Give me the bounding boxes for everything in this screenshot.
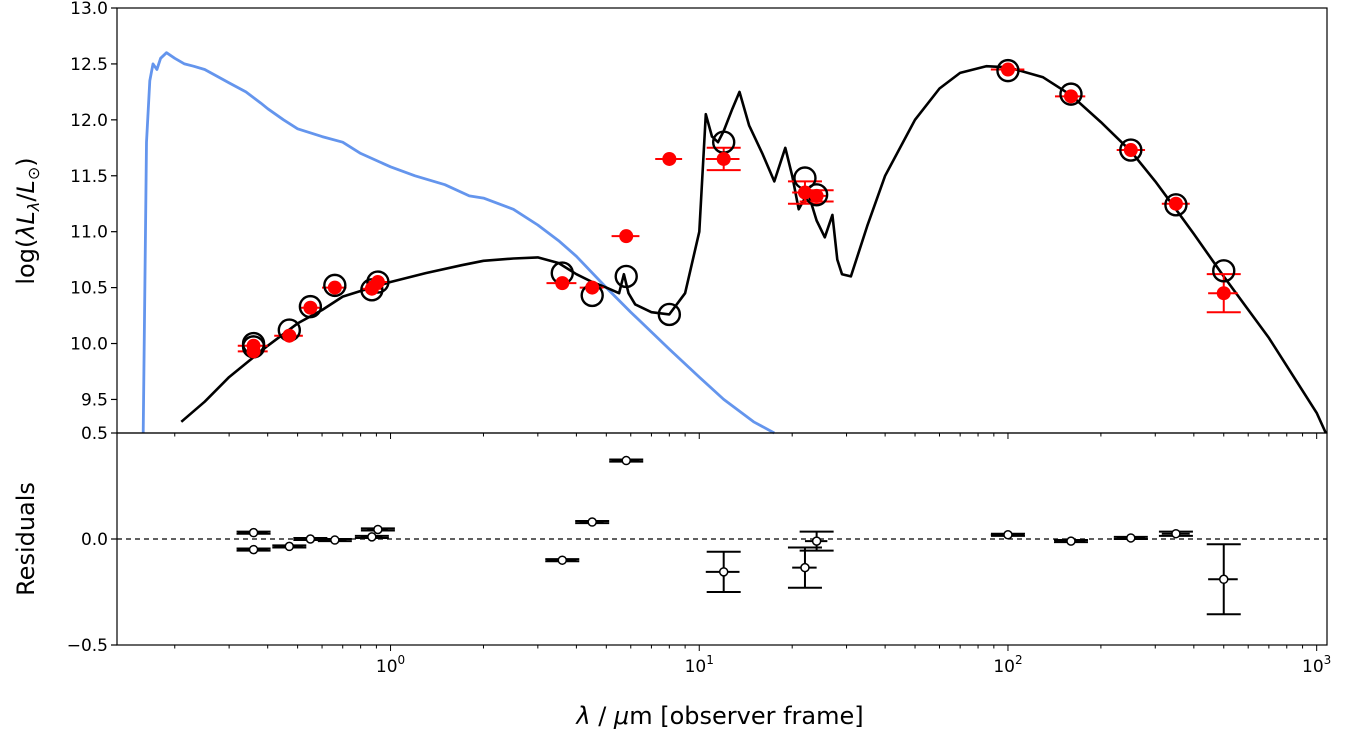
- ylabel-suffix: ): [12, 157, 40, 166]
- model-photometry-point: [323, 273, 347, 298]
- ylabel-lambda-sub: λ: [24, 202, 43, 212]
- observed-point: [1216, 286, 1231, 301]
- residual-point: [811, 536, 822, 546]
- sed-y-axis-label: log(λLλ/L⊙): [12, 157, 43, 284]
- residual-point: [284, 541, 295, 552]
- residual-point: [587, 517, 597, 527]
- residual-point: [248, 544, 259, 555]
- residual-point: [367, 532, 377, 542]
- residual-point: [1066, 536, 1076, 546]
- residual-point: [800, 562, 810, 573]
- sed-ytick-label: 9.5: [81, 390, 108, 410]
- observed-point: [809, 188, 824, 203]
- sed-ytick-label: 12.0: [70, 111, 108, 131]
- observed-point: [555, 276, 570, 291]
- observed-point: [303, 300, 318, 315]
- residual-ytick-label: −0.5: [67, 636, 108, 656]
- model-photometry-point: [657, 302, 682, 327]
- residual-point: [330, 535, 340, 545]
- observed-point: [619, 229, 634, 244]
- xlabel-slash: /: [591, 702, 614, 730]
- xtick-label: 100: [376, 653, 405, 677]
- observed-point: [1123, 143, 1138, 158]
- xtick-label: 103: [1302, 653, 1331, 677]
- residual-x-ticks: 100 101 102 103: [174, 645, 1331, 677]
- sed-ytick-label: 10.0: [70, 335, 108, 355]
- model-photometry-point: [1059, 82, 1083, 106]
- residual-point: [1171, 528, 1181, 539]
- observed-point: [282, 328, 297, 343]
- sed-x-ticks: [174, 433, 1318, 439]
- model-photometry-point: [298, 294, 323, 319]
- ylabel-l: L: [12, 180, 40, 193]
- model-photometry-point: [1164, 193, 1188, 217]
- total-model-curve: [180, 64, 1327, 434]
- residual-points: [248, 455, 1229, 585]
- sed-ytick-label: 10.5: [70, 279, 108, 299]
- ylabel-lambda-l: λL: [12, 211, 40, 241]
- residuals-panel: −0.5 0.0 0.5 100 101 102 103 Residuals λ / μm…: [12, 424, 1331, 730]
- residual-point: [305, 534, 316, 544]
- residual-ytick-label: 0.5: [81, 424, 108, 444]
- residual-point: [1003, 530, 1013, 540]
- ylabel-slash: /: [12, 193, 40, 202]
- observed-point: [327, 280, 342, 295]
- sed-ytick-label: 12.5: [70, 55, 108, 75]
- residual-point: [718, 567, 729, 577]
- sed-panel: 9.5 10.0 10.5 11.0 11.5 12.0 12.5 13.0 log(λLλ/…: [12, 0, 1328, 439]
- observed-point: [797, 185, 812, 200]
- residuals-y-axis-label: Residuals: [12, 482, 40, 596]
- residual-ytick-label: 0.0: [81, 530, 108, 550]
- residual-point: [373, 524, 383, 535]
- sed-y-ticks: 9.5 10.0 10.5 11.0 11.5 12.0 12.5 13.0: [70, 0, 117, 410]
- observed-point: [246, 344, 261, 359]
- sed-model-curves: [141, 51, 1327, 435]
- residual-point: [1218, 574, 1229, 585]
- residual-errorbars: [236, 458, 1241, 616]
- xlabel-unit: m [observer frame]: [629, 702, 863, 730]
- observed-point: [1063, 89, 1078, 104]
- xtick-label: 102: [993, 653, 1022, 677]
- model-photometry-point: [1119, 138, 1143, 162]
- residual-point: [1126, 533, 1136, 543]
- observed-point: [716, 151, 731, 166]
- model-photometry-point: [1212, 259, 1236, 283]
- model-photometry-point: [996, 58, 1020, 83]
- observed-point: [1168, 196, 1183, 211]
- residual-y-ticks: −0.5 0.0 0.5: [67, 424, 117, 656]
- observed-point: [585, 280, 600, 295]
- sed-ytick-label: 11.0: [70, 223, 108, 243]
- stellar-unattenuated-curve: [141, 51, 775, 435]
- xtick-label: 101: [685, 653, 714, 677]
- model-photometry-point: [366, 270, 390, 294]
- sed-ytick-label: 11.5: [70, 167, 108, 187]
- model-photometry-point: [614, 264, 638, 289]
- xlabel-mu: μ: [613, 702, 629, 730]
- observed-point: [662, 151, 677, 166]
- sed-observed-points: [246, 62, 1231, 359]
- observed-point: [370, 275, 385, 290]
- residual-point: [621, 455, 631, 466]
- sed-plot-frame: [116, 7, 1328, 434]
- x-axis-label: λ / μm [observer frame]: [574, 702, 863, 730]
- ylabel-sun-sub: ⊙: [24, 167, 43, 180]
- sed-ytick-label: 13.0: [70, 0, 108, 19]
- xlabel-lambda: λ: [574, 702, 590, 730]
- residual-point: [248, 527, 259, 538]
- sed-model-photometry: [241, 58, 1236, 359]
- ylabel-prefix: log(: [12, 239, 40, 285]
- residual-point: [557, 555, 568, 565]
- observed-point: [1000, 62, 1015, 77]
